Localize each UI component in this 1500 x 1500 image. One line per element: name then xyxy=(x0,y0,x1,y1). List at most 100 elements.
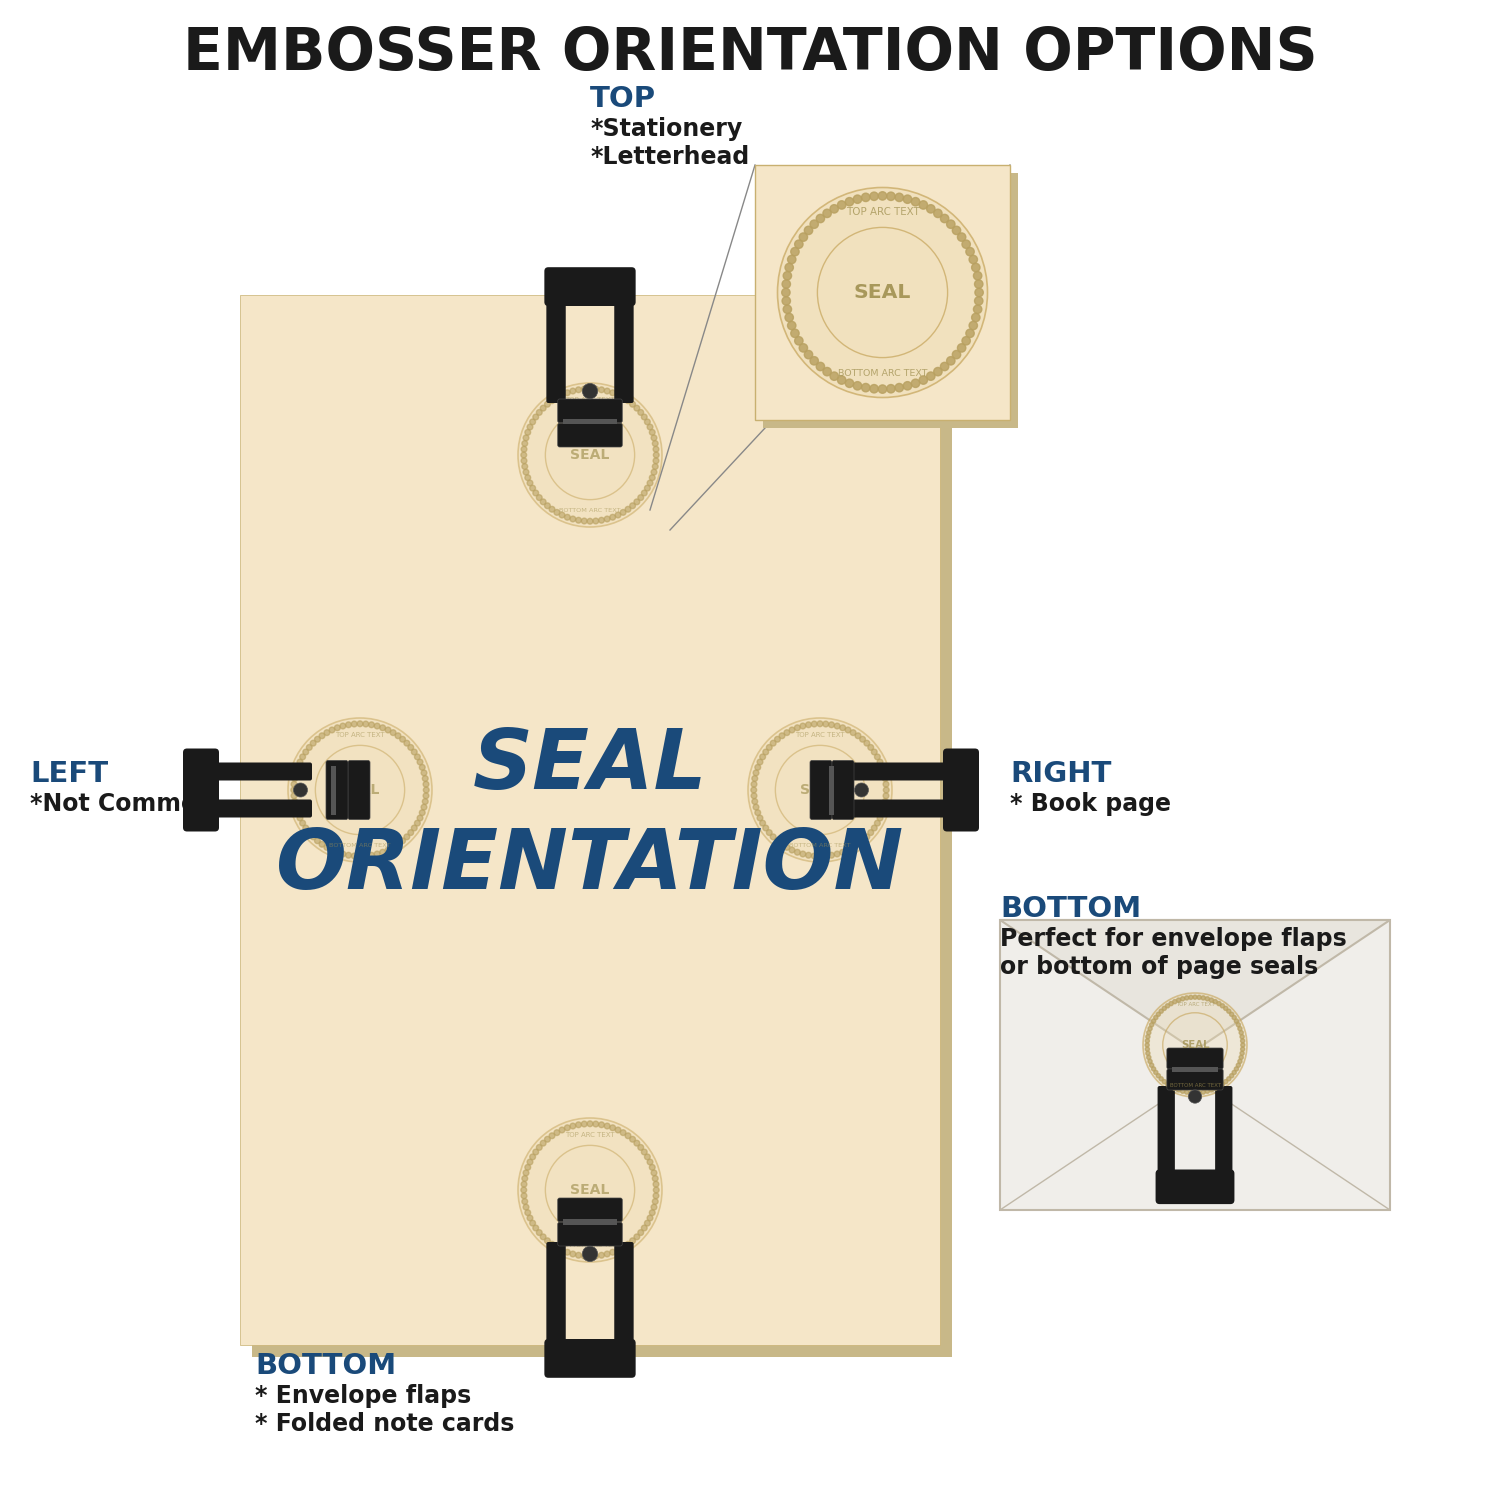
Circle shape xyxy=(1240,1042,1245,1047)
Circle shape xyxy=(540,1140,546,1146)
Circle shape xyxy=(351,722,357,728)
Circle shape xyxy=(752,776,758,782)
Circle shape xyxy=(544,503,550,509)
Circle shape xyxy=(1173,1086,1178,1090)
Text: RIGHT: RIGHT xyxy=(1010,760,1112,788)
Circle shape xyxy=(874,821,880,827)
Circle shape xyxy=(1238,1026,1242,1030)
Circle shape xyxy=(522,1198,528,1204)
Circle shape xyxy=(903,195,912,204)
Circle shape xyxy=(1190,1090,1192,1095)
Circle shape xyxy=(598,1252,604,1258)
Circle shape xyxy=(564,1250,570,1256)
Circle shape xyxy=(795,240,802,249)
Circle shape xyxy=(834,723,840,729)
Circle shape xyxy=(850,730,856,735)
Circle shape xyxy=(800,850,806,856)
Circle shape xyxy=(651,435,657,441)
Text: BOTTOM: BOTTOM xyxy=(1000,896,1142,922)
Circle shape xyxy=(564,1125,570,1131)
Circle shape xyxy=(540,405,546,411)
Circle shape xyxy=(830,372,839,381)
Text: TOP ARC TEXT: TOP ARC TEXT xyxy=(795,732,844,738)
Circle shape xyxy=(586,1254,592,1258)
Circle shape xyxy=(291,788,297,794)
Circle shape xyxy=(296,810,300,816)
Circle shape xyxy=(570,1124,576,1130)
Circle shape xyxy=(320,842,326,848)
Text: * Envelope flaps: * Envelope flaps xyxy=(255,1384,471,1408)
Circle shape xyxy=(554,1245,560,1250)
Circle shape xyxy=(288,718,432,862)
Circle shape xyxy=(782,280,790,288)
Circle shape xyxy=(334,724,340,730)
Circle shape xyxy=(879,765,885,770)
Circle shape xyxy=(828,852,834,858)
FancyBboxPatch shape xyxy=(1215,1086,1233,1176)
Circle shape xyxy=(818,722,824,726)
Circle shape xyxy=(1168,1084,1173,1089)
Circle shape xyxy=(784,264,794,272)
Circle shape xyxy=(638,495,644,501)
Circle shape xyxy=(1221,1082,1224,1086)
Text: SEAL: SEAL xyxy=(1180,1040,1209,1050)
Circle shape xyxy=(777,188,987,398)
Circle shape xyxy=(292,798,297,804)
Circle shape xyxy=(604,516,610,522)
Circle shape xyxy=(626,1242,632,1246)
Circle shape xyxy=(800,232,807,242)
Circle shape xyxy=(1206,996,1209,1000)
Circle shape xyxy=(620,1130,626,1136)
Circle shape xyxy=(837,376,846,384)
Circle shape xyxy=(411,748,417,754)
Circle shape xyxy=(1232,1071,1236,1074)
Circle shape xyxy=(642,1149,646,1155)
Text: SEAL: SEAL xyxy=(570,448,609,462)
Circle shape xyxy=(652,1198,658,1204)
Text: *Stationery: *Stationery xyxy=(590,117,742,141)
Circle shape xyxy=(920,376,927,384)
Circle shape xyxy=(320,734,326,738)
Circle shape xyxy=(783,304,792,313)
Circle shape xyxy=(532,1226,538,1232)
Circle shape xyxy=(1216,1084,1221,1089)
Circle shape xyxy=(855,734,861,738)
Circle shape xyxy=(753,770,759,776)
Circle shape xyxy=(582,1252,586,1258)
Circle shape xyxy=(846,380,853,387)
Circle shape xyxy=(810,357,819,364)
Circle shape xyxy=(422,770,428,776)
Circle shape xyxy=(598,518,604,524)
Circle shape xyxy=(788,321,796,330)
Circle shape xyxy=(818,853,824,859)
Circle shape xyxy=(778,734,784,738)
Circle shape xyxy=(532,1149,538,1155)
Circle shape xyxy=(886,384,896,393)
Circle shape xyxy=(592,1252,598,1258)
Circle shape xyxy=(526,480,532,486)
Circle shape xyxy=(576,518,582,524)
Circle shape xyxy=(795,724,800,730)
Text: SEAL: SEAL xyxy=(801,783,840,796)
Circle shape xyxy=(620,394,626,400)
Circle shape xyxy=(884,788,890,794)
Circle shape xyxy=(576,387,582,393)
Circle shape xyxy=(783,272,792,280)
Circle shape xyxy=(646,480,652,486)
Circle shape xyxy=(1190,996,1192,999)
Circle shape xyxy=(530,1154,536,1160)
Circle shape xyxy=(966,328,974,338)
Text: BOTTOM ARC TEXT: BOTTOM ARC TEXT xyxy=(560,509,621,513)
Circle shape xyxy=(1221,1004,1224,1008)
Circle shape xyxy=(1144,1042,1149,1047)
Circle shape xyxy=(1180,1089,1185,1094)
Circle shape xyxy=(804,351,813,358)
Circle shape xyxy=(789,728,795,734)
Circle shape xyxy=(630,1238,636,1244)
Circle shape xyxy=(1152,1066,1155,1071)
Circle shape xyxy=(1216,1002,1221,1005)
Circle shape xyxy=(754,765,760,770)
FancyBboxPatch shape xyxy=(833,760,854,819)
Circle shape xyxy=(560,1246,566,1252)
Bar xyxy=(562,419,618,424)
